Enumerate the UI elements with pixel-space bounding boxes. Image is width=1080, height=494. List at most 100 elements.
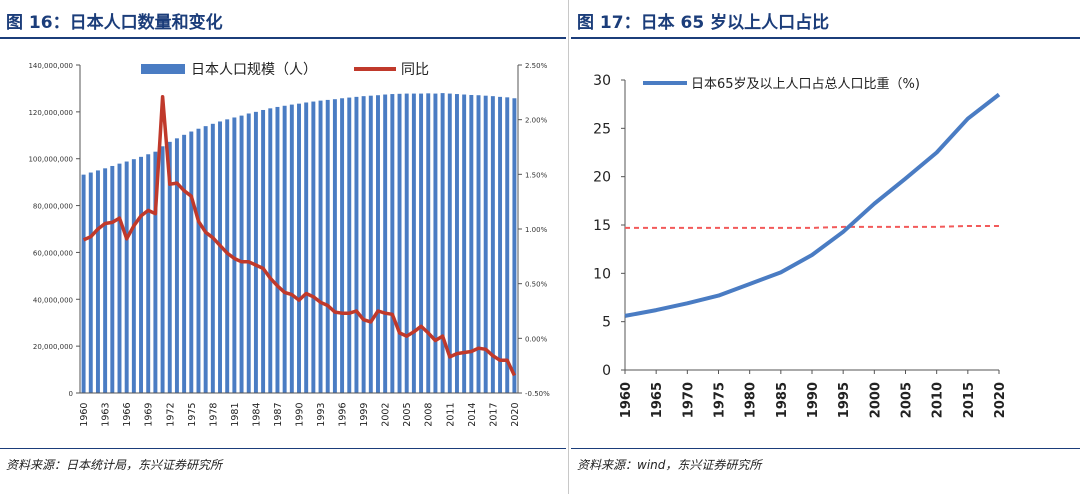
population-bar bbox=[182, 134, 187, 393]
population-bar bbox=[354, 96, 359, 393]
population-bar bbox=[253, 111, 258, 393]
x-tick-label: 1993 bbox=[316, 403, 327, 427]
population-bar bbox=[325, 99, 330, 393]
left-axis-tick-label: 100,000,000 bbox=[28, 156, 73, 164]
x-tick-label: 1981 bbox=[230, 403, 241, 427]
population-bar bbox=[81, 174, 86, 393]
x-tick-label: 1965 bbox=[650, 382, 665, 418]
population-bar bbox=[167, 141, 172, 393]
population-bar bbox=[454, 94, 459, 394]
right-source-note: 资料来源：wind，东兴证券研究所 bbox=[577, 458, 762, 472]
legend-bar-swatch bbox=[141, 64, 185, 74]
population-bar bbox=[383, 94, 388, 394]
x-tick-label: 1966 bbox=[122, 403, 133, 427]
population-bar bbox=[95, 170, 100, 393]
population-bar bbox=[411, 93, 416, 393]
population-bar bbox=[289, 104, 294, 393]
legend-label: 日本65岁及以上人口占总人口比重（%) bbox=[691, 76, 920, 92]
population-bar bbox=[246, 113, 251, 394]
x-tick-label: 1969 bbox=[144, 403, 155, 427]
population-bar bbox=[282, 105, 287, 393]
population-bar bbox=[332, 99, 337, 393]
right-panel-title: 图 17：日本 65 岁以上人口占比 bbox=[577, 13, 830, 33]
x-tick-label: 2014 bbox=[467, 403, 478, 427]
legend-bar-label: 日本人口规模（人） bbox=[191, 62, 317, 78]
x-tick-label: 2008 bbox=[424, 403, 435, 427]
right-source-rule bbox=[571, 448, 1080, 449]
population-bar bbox=[203, 126, 208, 394]
population-bar bbox=[225, 119, 230, 394]
left-axis-tick-label: 0 bbox=[69, 390, 73, 398]
y-tick-label: 0 bbox=[602, 363, 611, 379]
x-tick-label: 1975 bbox=[713, 382, 728, 418]
population-bar bbox=[433, 93, 438, 393]
population-bar bbox=[160, 146, 165, 393]
population-bar bbox=[340, 98, 345, 394]
right-axis-tick-label: 2.50% bbox=[525, 62, 548, 70]
left-panel-title: 图 16：日本人口数量和变化 bbox=[6, 13, 223, 33]
population-bar bbox=[88, 172, 93, 393]
x-tick-label: 2015 bbox=[962, 382, 977, 418]
y-tick-label: 25 bbox=[593, 121, 611, 137]
x-tick-label: 1984 bbox=[251, 403, 262, 427]
x-tick-label: 1990 bbox=[295, 403, 306, 427]
right-axis-tick-label: 1.50% bbox=[525, 171, 548, 179]
y-tick-label: 30 bbox=[593, 73, 611, 89]
x-tick-label: 1999 bbox=[359, 403, 370, 427]
x-tick-label: 2020 bbox=[510, 403, 521, 427]
x-tick-label: 1995 bbox=[837, 382, 852, 418]
left-source-note: 资料来源：日本统计局，东兴证券研究所 bbox=[6, 458, 223, 472]
x-tick-label: 1960 bbox=[619, 382, 634, 418]
population-bar bbox=[390, 94, 395, 394]
population-chart: 0 20,000,000 40,000,000 60,000,000 80,000,00… bbox=[28, 62, 550, 427]
population-bar bbox=[512, 98, 517, 394]
population-bar bbox=[275, 106, 280, 394]
growth-line bbox=[82, 94, 516, 377]
right-axis-tick-label: 0.50% bbox=[525, 281, 548, 289]
population-bar bbox=[440, 93, 445, 393]
left-axis-tick-label: 80,000,000 bbox=[33, 203, 73, 211]
population-bar bbox=[447, 93, 452, 393]
aging-share-chart: 0 5 10 15 20 25 30 1960 1965 1970 1975 1980 1985 1990… bbox=[593, 73, 1008, 418]
right-panel: 图 17：日本 65 岁以上人口占比 0 5 10 15 20 25 30 1960 1965 1… bbox=[571, 0, 1080, 494]
right-axis-tick-label: -0.50% bbox=[525, 390, 550, 398]
x-tick-label: 1975 bbox=[187, 403, 198, 427]
reference-dashed-line bbox=[625, 225, 999, 229]
x-tick-label: 1980 bbox=[744, 382, 759, 418]
population-bar bbox=[368, 95, 373, 393]
population-bar bbox=[131, 159, 136, 393]
population-bar bbox=[404, 93, 409, 393]
left-axis-tick-label: 140,000,000 bbox=[28, 62, 73, 70]
population-bar bbox=[397, 93, 402, 394]
y-tick-label: 15 bbox=[593, 218, 611, 234]
left-axis-tick-label: 60,000,000 bbox=[33, 249, 73, 257]
population-bar bbox=[318, 100, 323, 394]
left-panel: 图 16：日本人口数量和变化 0 20,000,000 40,000,000 60,0… bbox=[0, 13, 566, 472]
x-tick-label: 1972 bbox=[165, 403, 176, 427]
x-tick-label: 2020 bbox=[993, 382, 1008, 418]
panel-divider bbox=[568, 0, 569, 494]
x-tick-label: 1960 bbox=[79, 403, 90, 427]
left-axis-tick-label: 120,000,000 bbox=[28, 109, 73, 117]
population-bar bbox=[347, 97, 352, 394]
population-bar bbox=[311, 101, 316, 393]
population-bar bbox=[189, 131, 194, 393]
population-bar bbox=[476, 95, 481, 394]
right-axis-tick-label: 0.00% bbox=[525, 335, 548, 343]
x-tick-label: 1987 bbox=[273, 403, 284, 427]
population-bar bbox=[462, 94, 467, 394]
x-tick-label: 2000 bbox=[868, 382, 883, 418]
population-bar bbox=[426, 93, 431, 393]
left-axis-tick-label: 20,000,000 bbox=[33, 343, 73, 351]
aging-share-line bbox=[624, 92, 1001, 318]
population-bar bbox=[376, 95, 380, 394]
population-bar bbox=[239, 115, 244, 393]
population-bar bbox=[261, 109, 266, 394]
y-tick-label: 20 bbox=[593, 170, 611, 186]
right-title-rule bbox=[571, 37, 1080, 39]
x-tick-label: 2005 bbox=[900, 382, 915, 418]
population-bar bbox=[490, 96, 495, 393]
population-bar bbox=[498, 96, 503, 393]
population-bar bbox=[139, 156, 144, 393]
x-tick-label: 2011 bbox=[445, 403, 456, 427]
